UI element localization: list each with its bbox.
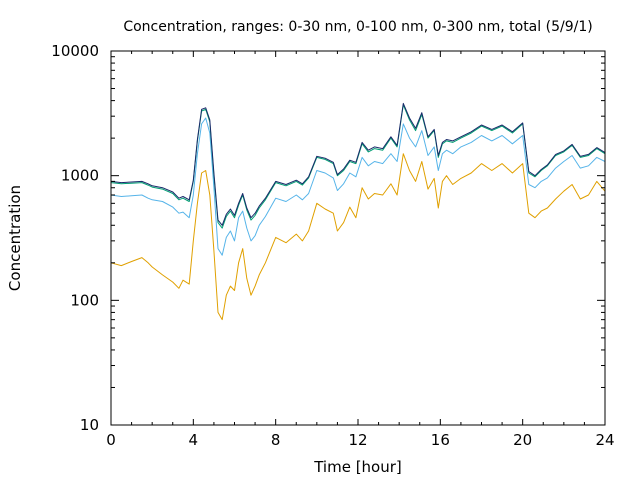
series-layer: [110, 102, 606, 321]
y-tick-label: 10000: [51, 42, 99, 60]
y-tick-label: 100: [70, 291, 99, 309]
x-tick-label: 8: [271, 431, 281, 449]
x-tick-label: 12: [348, 431, 367, 449]
y-axis: 10 100 1000 10000: [51, 42, 605, 434]
x-tick-label: 16: [431, 431, 450, 449]
series-line-4: [110, 102, 606, 226]
y-tick-label: 1000: [61, 167, 99, 185]
series-line-2: [110, 117, 606, 256]
y-axis-label: Concentration: [6, 185, 24, 291]
x-axis: 0 4 8 12 16 20 24: [106, 51, 615, 449]
x-tick-label: 0: [106, 431, 116, 449]
chart-title: Concentration, ranges: 0-30 nm, 0-100 nm…: [123, 19, 592, 35]
x-axis-label: Time [hour]: [313, 458, 402, 476]
x-tick-label: 24: [595, 431, 614, 449]
y-tick-label: 10: [80, 416, 99, 434]
x-tick-label: 20: [513, 431, 532, 449]
plot-frame: [110, 50, 606, 426]
series-line-1: [110, 153, 606, 321]
x-tick-label: 4: [189, 431, 199, 449]
